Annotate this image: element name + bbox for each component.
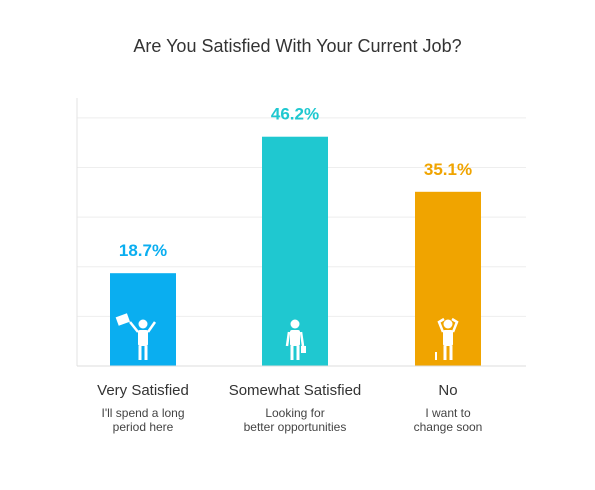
standing-worker-icon <box>285 319 306 360</box>
category-label-somewhat-satisfied: Somewhat Satisfied <box>228 382 362 399</box>
category-label-no: No <box>438 382 458 399</box>
category-sublabel-no: I want to change soon <box>413 406 483 434</box>
data-label-3: 35.1% <box>424 160 472 179</box>
celebrating-worker-icon <box>115 313 157 360</box>
chart-title: Are You Satisfied With Your Current Job? <box>133 36 462 56</box>
category-sublabel-very-satisfied: I'll spend a long period here <box>101 406 185 434</box>
data-label-2: 46.2% <box>271 105 319 124</box>
data-label-1: 18.7% <box>119 241 167 260</box>
category-label-very-satisfied: Very Satisfied <box>97 382 189 399</box>
category-sublabel-somewhat-satisfied: Looking for better opportunities <box>243 406 347 434</box>
frustrated-worker-icon <box>435 317 459 360</box>
